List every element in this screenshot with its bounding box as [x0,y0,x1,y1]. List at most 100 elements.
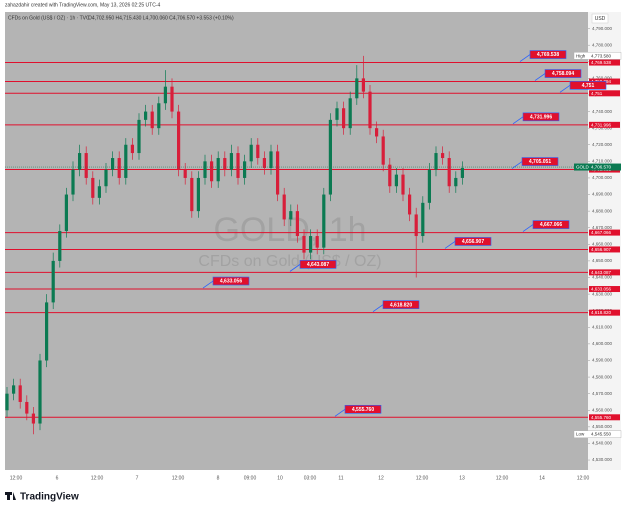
candle-body [282,194,286,220]
y-tick-label: 4,780.000 [592,42,613,47]
brand: TradingView [20,492,79,503]
level-label: 4,751 [582,83,595,89]
candle-body [454,177,458,187]
candle-body [295,211,299,237]
axis-level-label: 4,555.760 [591,415,612,420]
candle-body [394,174,398,187]
level-leader [512,116,524,125]
level-label: 4,731.996 [530,114,552,120]
x-tick-label: 12 [378,475,384,481]
x-tick-label: 10 [277,475,283,481]
axis-level-box [589,90,620,97]
x-tick-label: 09:00 [244,475,257,481]
y-tick-label: 4,530.000 [592,457,613,462]
level-leader [511,161,523,169]
x-tick-label: 11 [338,475,343,481]
candle-body [124,144,128,178]
candle-body [18,385,22,402]
y-tick-label: 4,550.000 [592,424,613,429]
x-tick-label: 12:00 [496,475,509,481]
candle-body [381,136,385,165]
candle-body [64,194,68,232]
axis-level-box [589,286,620,293]
candle-body [421,202,425,237]
candle-body [190,177,194,212]
candle-body [223,158,227,170]
level-label-box [344,404,382,414]
level-label-box [521,157,559,166]
axis-level-label: 4,618.820 [591,310,612,315]
y-tick-label: 4,560.000 [592,407,613,412]
candle-body [25,401,29,414]
x-tick-label: 13 [459,475,465,481]
axis-level-label: 4,731.996 [591,122,612,127]
y-tick-label: 4,740.000 [592,109,613,114]
axis-level-label: 4,751 [591,91,603,96]
extreme-name: Low [576,432,585,437]
candle-body [302,236,306,253]
extreme-value: 4,773.580 [591,53,612,58]
candle-body [401,174,405,195]
candle-body [269,151,273,168]
candle-body [322,194,326,248]
x-tick-label: 12:00 [416,475,429,481]
axis-level-label: 4,643.087 [591,270,612,275]
level-label-box [299,260,337,269]
candle-body [375,128,379,137]
y-tick-label: 4,600.000 [592,341,613,346]
candle-body [31,413,35,424]
brand-logo [5,492,16,500]
currency[interactable]: USD [595,16,606,22]
candle-body [117,158,121,178]
axis-level-box [589,246,620,253]
candle-body [236,153,240,178]
candle-body [5,393,9,411]
axis-level-label: 4,656.907 [591,247,612,252]
candle-body [51,260,55,303]
ohlc-text: O4,702.950 H4,715.430 L4,700.060 C4,706.… [88,15,234,21]
x-tick-label: 12:00 [577,475,590,481]
level-leader [559,84,571,93]
candle-body [243,161,247,178]
level-label-box [544,69,582,78]
candle-body [196,177,200,212]
y-tick-label: 4,660.000 [592,242,613,247]
candle-body [408,194,412,215]
extreme-value: 4,545.550 [591,432,612,437]
candle-body [355,78,359,99]
candle-body [177,111,181,170]
y-tick-label: 4,670.000 [592,225,613,230]
extreme-name: High [576,53,586,58]
candle-body [388,164,392,187]
candle-body [163,86,167,104]
candle-body [203,161,207,178]
candle-body [144,111,148,120]
candle-body [38,360,42,424]
y-tick-label: 4,630.000 [592,291,613,296]
level-leader [444,241,456,249]
last-box [574,163,621,171]
axis-level-box [589,309,620,316]
x-tick-label: 12:00 [91,475,104,481]
y-tick-label: 4,610.000 [592,324,613,329]
level-label-box [212,276,250,286]
level-leader [289,264,301,272]
axis-level-box [589,59,620,66]
x-tick-label: 12:00 [10,475,23,481]
axis-level-label: 4,633.056 [591,287,612,292]
candle-body [137,119,141,154]
candle-body [289,211,293,220]
x-tick-label: 14 [539,475,545,481]
candle-body [91,177,95,198]
y-tick-label: 4,650.000 [592,258,613,263]
candle-body [368,91,372,129]
candle-body [71,169,75,195]
last-name: GOLD [576,165,590,170]
candle-body [315,236,319,248]
candle-body [460,167,464,178]
candle-body [229,153,233,170]
level-leader [202,280,214,289]
currency-box[interactable] [591,13,609,24]
level-label: 4,705.051 [529,159,551,165]
candle-body [414,214,418,237]
